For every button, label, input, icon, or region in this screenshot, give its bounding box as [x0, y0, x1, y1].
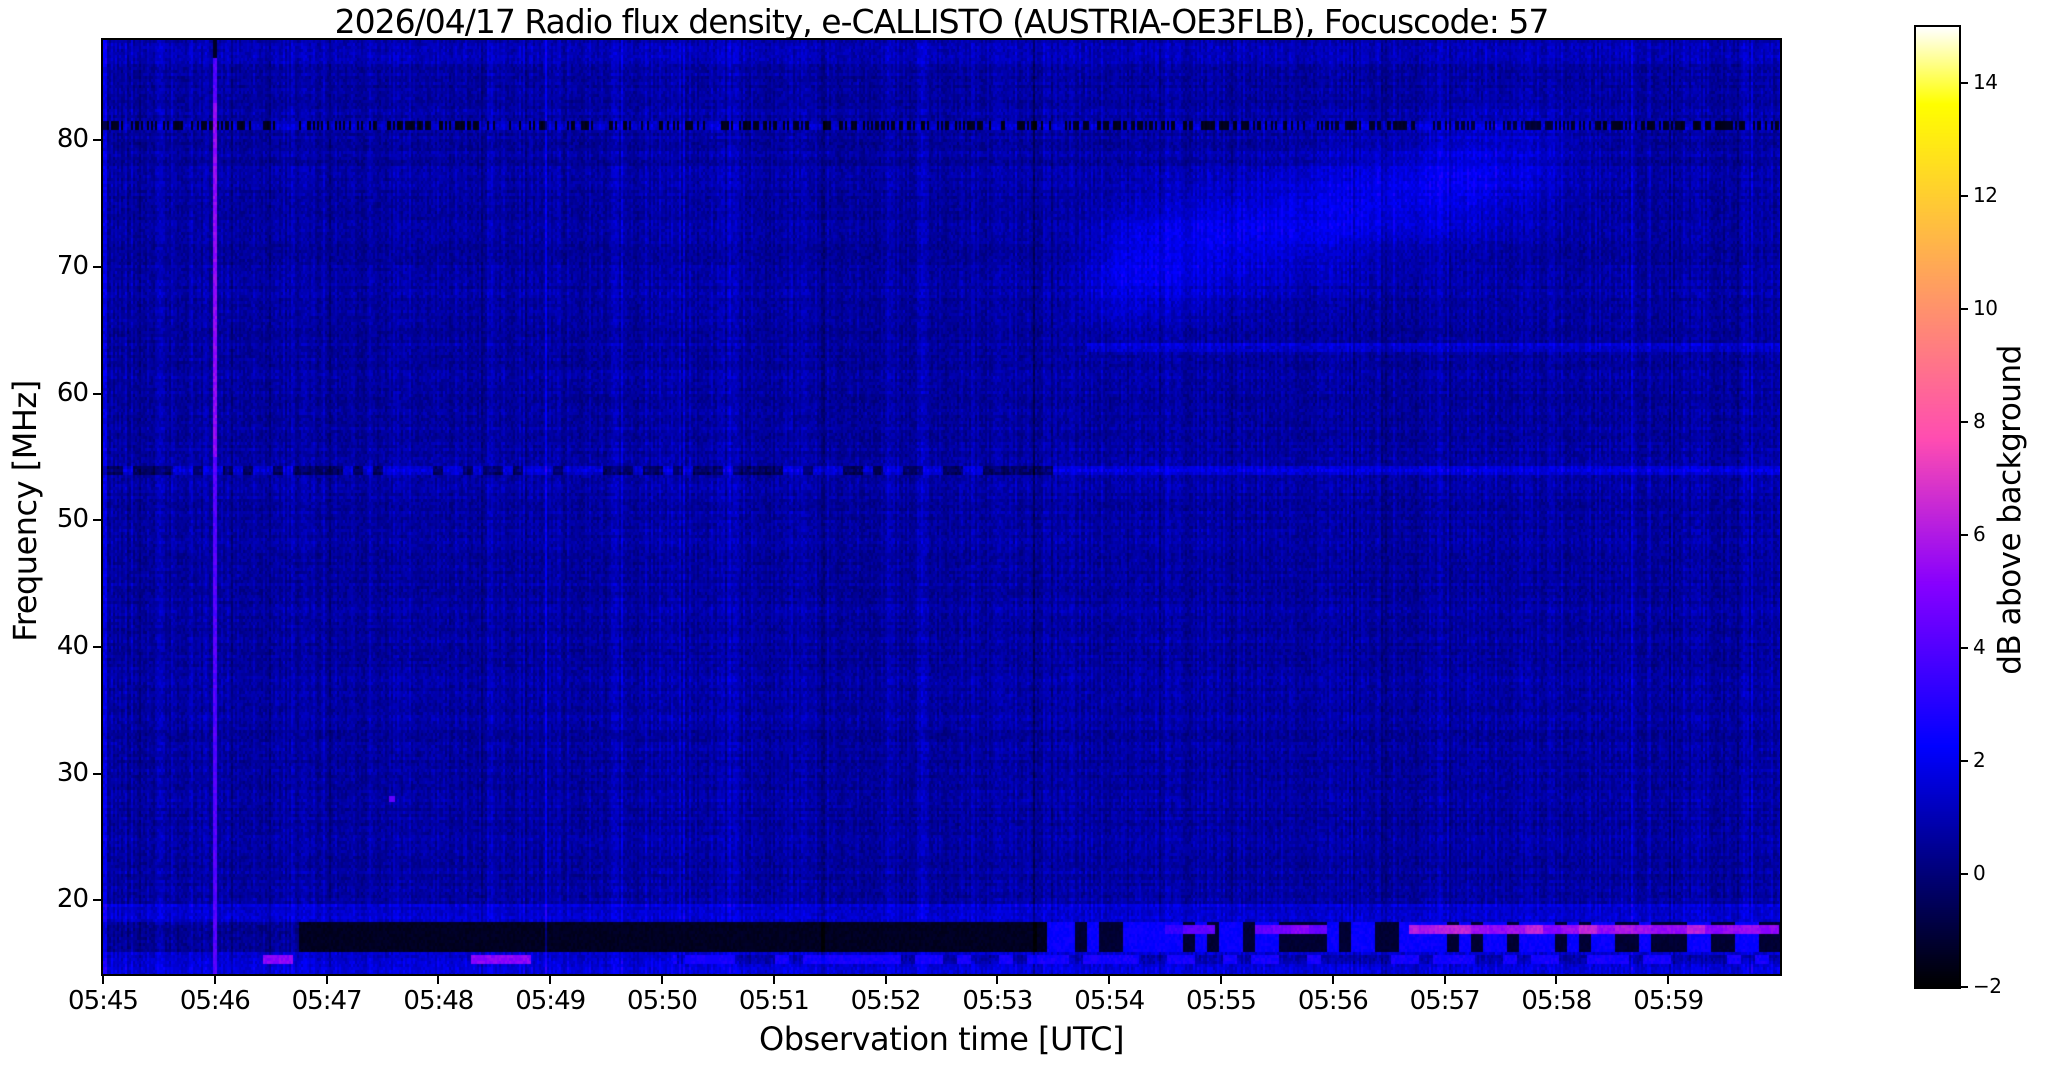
colorbar-tick-mark — [1961, 421, 1968, 424]
x-tick-mark — [1108, 976, 1111, 984]
colorbar-tick-label: −2 — [1973, 974, 2002, 998]
x-tick-label: 05:50 — [627, 986, 698, 1016]
x-tick-mark — [549, 976, 552, 984]
x-tick-label: 05:51 — [738, 986, 810, 1016]
colorbar-tick-label: 2 — [1973, 748, 1986, 773]
colorbar-tick-label: 8 — [1973, 409, 1986, 434]
y-tick-mark — [93, 139, 101, 142]
colorbar-tick-mark — [1961, 986, 1968, 988]
y-tick-label: 20 — [56, 884, 89, 915]
x-tick-mark — [884, 976, 887, 984]
colorbar-tick-mark — [1961, 873, 1968, 876]
x-tick-mark — [102, 976, 104, 984]
colorbar-tick-mark — [1961, 760, 1968, 763]
colorbar-tick-mark — [1961, 195, 1968, 198]
colorbar-tick-label: 4 — [1973, 635, 1986, 660]
y-tick-label: 30 — [56, 757, 89, 788]
x-tick-label: 05:57 — [1409, 986, 1481, 1016]
x-tick-mark — [772, 976, 775, 984]
y-tick-mark — [93, 899, 101, 902]
colorbar-canvas — [1916, 27, 1959, 987]
x-tick-label: 05:49 — [515, 986, 586, 1016]
x-tick-label: 05:47 — [291, 986, 363, 1016]
y-tick-mark — [93, 265, 101, 268]
x-axis-label: Observation time [UTC] — [759, 1020, 1124, 1058]
colorbar-tick-label: 0 — [1973, 861, 1986, 886]
x-tick-label: 05:53 — [962, 986, 1033, 1016]
x-tick-label: 05:54 — [1074, 986, 1145, 1016]
x-tick-mark — [1220, 976, 1222, 984]
page-title: 2026/04/17 Radio flux density, e-CALLIST… — [334, 2, 1550, 41]
y-tick-label: 70 — [56, 250, 89, 281]
x-tick-label: 05:48 — [403, 986, 474, 1016]
x-tick-mark — [1555, 976, 1558, 984]
y-tick-label: 80 — [56, 124, 89, 155]
y-tick-label: 50 — [56, 504, 89, 535]
y-tick-mark — [93, 646, 101, 649]
y-tick-label: 40 — [56, 631, 89, 662]
x-tick-label: 05:55 — [1186, 986, 1257, 1016]
colorbar-tick-mark — [1961, 534, 1968, 537]
x-tick-mark — [1667, 976, 1670, 984]
x-tick-label: 05:46 — [179, 986, 251, 1016]
y-tick-mark — [93, 392, 101, 395]
y-tick-mark — [93, 772, 101, 775]
colorbar-tick-label: 12 — [1973, 183, 1998, 208]
x-tick-mark — [325, 976, 328, 984]
spectrogram-canvas — [103, 40, 1780, 974]
colorbar-tick-mark — [1961, 82, 1968, 85]
colorbar-label: dB above background — [1992, 345, 2028, 675]
x-tick-label: 05:58 — [1521, 986, 1592, 1016]
colorbar-tick-label: 10 — [1973, 296, 1998, 321]
x-tick-mark — [1443, 976, 1446, 984]
colorbar-tick-label: 6 — [1973, 522, 1986, 547]
x-tick-label: 05:59 — [1633, 986, 1704, 1016]
y-tick-label: 60 — [56, 377, 89, 408]
x-tick-mark — [661, 976, 663, 984]
y-tick-mark — [93, 519, 101, 522]
x-tick-mark — [996, 976, 999, 984]
y-axis-label: Frequency [MHz] — [6, 380, 44, 642]
x-tick-mark — [213, 976, 216, 984]
x-tick-label: 05:56 — [1297, 986, 1369, 1016]
x-tick-mark — [437, 976, 440, 984]
colorbar-tick-mark — [1961, 647, 1968, 650]
x-tick-label: 05:45 — [68, 986, 139, 1016]
colorbar-tick-mark — [1961, 308, 1968, 311]
colorbar-tick-label: 14 — [1973, 70, 1998, 95]
x-tick-mark — [1331, 976, 1334, 984]
x-tick-label: 05:52 — [850, 986, 922, 1016]
